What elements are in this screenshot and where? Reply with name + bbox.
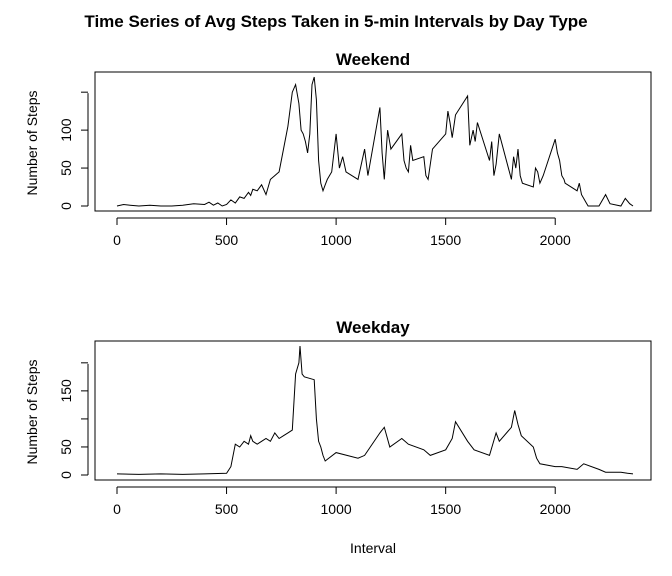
panel-weekday-plot-box xyxy=(94,340,652,481)
x-tick-label: 1500 xyxy=(430,501,461,517)
x-tick-label: 1000 xyxy=(321,232,352,248)
x-tick-label: 0 xyxy=(113,501,121,517)
panel-weekday-y-axis-label: Number of Steps xyxy=(24,359,40,464)
panel-weekend: Weekend Number of Steps 0 500 1000 1500 2000… xyxy=(24,50,652,248)
y-tick-label: 100 xyxy=(58,118,74,142)
panel-weekday-series-line xyxy=(116,345,634,475)
x-tick-label: 2000 xyxy=(540,501,571,517)
x-tick-label: 0 xyxy=(113,232,121,248)
x-tick-label: 500 xyxy=(215,501,239,517)
y-tick-label: 150 xyxy=(58,379,74,403)
y-tick-label: 50 xyxy=(58,439,74,455)
figure-x-axis-label: Interval xyxy=(350,540,396,556)
figure-title: Time Series of Avg Steps Taken in 5-min … xyxy=(84,12,587,31)
panel-weekend-y-axis: 0 50 100 xyxy=(58,91,89,210)
panel-weekend-plot-box xyxy=(94,71,652,212)
x-tick-label: 500 xyxy=(215,232,239,248)
panel-weekend-series-line xyxy=(116,76,634,207)
x-tick-label: 1500 xyxy=(430,232,461,248)
panel-weekend-y-axis-label: Number of Steps xyxy=(24,90,40,195)
panel-weekend-x-axis: 0 500 1000 1500 2000 xyxy=(113,217,571,248)
y-tick-label: 0 xyxy=(58,471,74,479)
panel-weekday-title: Weekday xyxy=(336,318,410,337)
x-tick-label: 2000 xyxy=(540,232,571,248)
y-tick-label: 50 xyxy=(58,160,74,176)
panel-weekday-x-axis: 0 500 1000 1500 2000 xyxy=(113,486,571,517)
x-tick-label: 1000 xyxy=(321,501,352,517)
y-tick-label: 0 xyxy=(58,202,74,210)
panel-weekend-title: Weekend xyxy=(336,50,410,69)
panel-weekday-y-axis: 0 50 150 xyxy=(58,362,89,479)
panel-weekday: Weekday Number of Steps 0 500 1000 1500 2000… xyxy=(24,318,652,517)
